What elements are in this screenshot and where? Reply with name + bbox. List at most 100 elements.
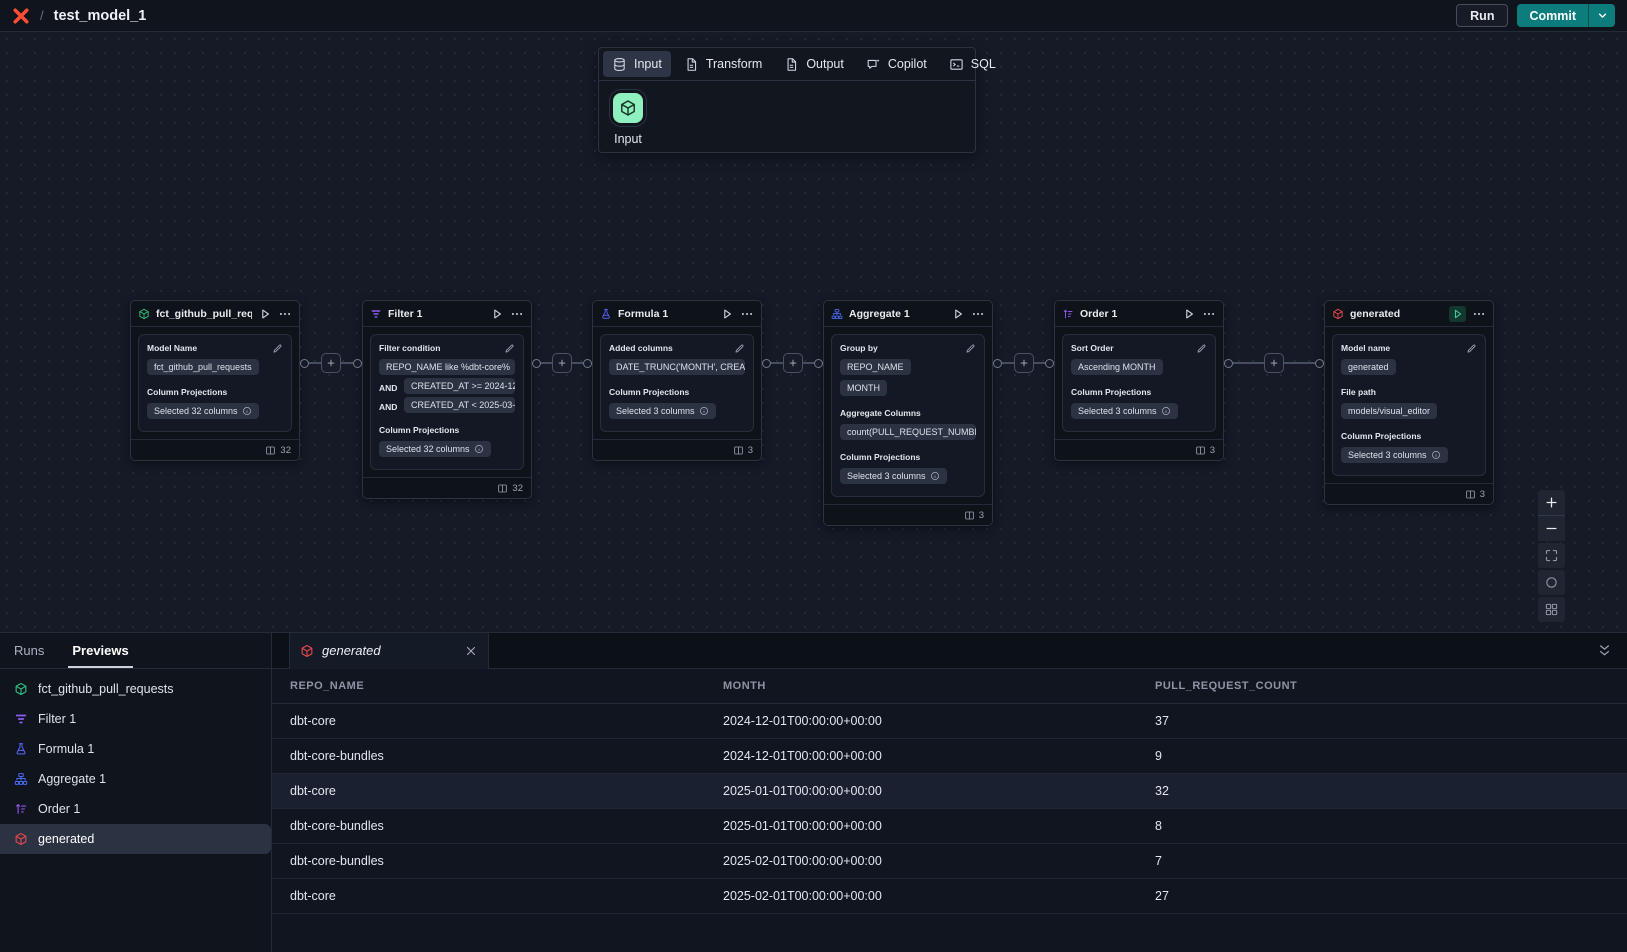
play-button[interactable] bbox=[720, 307, 734, 321]
node-header[interactable]: Order 1 bbox=[1055, 301, 1223, 327]
add-node-button[interactable] bbox=[1013, 353, 1034, 373]
sidebar-item-order-1[interactable]: Order 1 bbox=[0, 794, 271, 824]
sidebar-item-filter-1[interactable]: Filter 1 bbox=[0, 704, 271, 734]
tab-input[interactable]: Input bbox=[603, 51, 671, 77]
tab-previews[interactable]: Previews bbox=[68, 643, 134, 668]
collapse-panel-button[interactable] bbox=[1596, 642, 1613, 659]
fit-view-button[interactable] bbox=[1538, 543, 1565, 568]
tab-output[interactable]: Output bbox=[773, 48, 855, 80]
table-row[interactable]: dbt-core-bundles 2025-01-01T00:00:00+00:… bbox=[272, 809, 1627, 844]
preview-tab-generated[interactable]: generated bbox=[289, 632, 489, 669]
play-button[interactable] bbox=[1182, 307, 1196, 321]
value-chip[interactable]: Ascending MONTH bbox=[1071, 359, 1163, 375]
value-chip[interactable]: REPO_NAME bbox=[840, 359, 911, 375]
add-node-button[interactable] bbox=[1264, 353, 1284, 373]
tab-label: Copilot bbox=[887, 57, 927, 71]
run-button[interactable]: Run bbox=[1456, 4, 1509, 27]
input-port[interactable] bbox=[1315, 358, 1324, 368]
columns-chip[interactable]: Selected 3 columns bbox=[609, 403, 716, 419]
play-button[interactable] bbox=[490, 307, 504, 321]
column-header[interactable]: PULL_REQUEST_COUNT bbox=[1155, 680, 1298, 692]
value-chip[interactable]: fct_github_pull_requests bbox=[147, 359, 259, 375]
more-menu-button[interactable] bbox=[510, 307, 524, 321]
more-menu-button[interactable] bbox=[971, 307, 985, 321]
value-chip[interactable]: CREATED_AT < 2025-03-01 bbox=[404, 397, 515, 413]
value-chip[interactable]: generated bbox=[1341, 359, 1396, 375]
output-port[interactable] bbox=[993, 358, 1002, 368]
input-port[interactable] bbox=[353, 358, 362, 368]
sidebar-item-formula-1[interactable]: Formula 1 bbox=[0, 734, 271, 764]
value-chip[interactable]: models/visual_editor bbox=[1341, 403, 1438, 419]
input-port[interactable] bbox=[583, 358, 592, 368]
tab-copilot[interactable]: Copilot bbox=[855, 48, 938, 80]
output-port[interactable] bbox=[762, 358, 771, 368]
input-port[interactable] bbox=[814, 358, 823, 368]
dag-canvas[interactable]: Input Transform Output Copilot bbox=[0, 32, 1627, 632]
node-header[interactable]: Aggregate 1 bbox=[824, 301, 992, 327]
close-icon[interactable] bbox=[464, 644, 478, 658]
commit-dropdown-button[interactable] bbox=[1588, 4, 1615, 27]
zoom-in-button[interactable] bbox=[1538, 490, 1565, 515]
node-header[interactable]: Formula 1 bbox=[593, 301, 761, 327]
palette-item-input[interactable]: Input bbox=[609, 89, 647, 152]
edit-icon[interactable] bbox=[272, 343, 283, 354]
columns-chip[interactable]: Selected 32 columns bbox=[147, 403, 259, 419]
toggle-interactivity-button[interactable] bbox=[1538, 570, 1565, 595]
tab-transform[interactable]: Transform bbox=[673, 48, 774, 80]
minimap-button[interactable] bbox=[1538, 597, 1565, 622]
table-row[interactable]: dbt-core-bundles 2024-12-01T00:00:00+00:… bbox=[272, 739, 1627, 774]
input-port[interactable] bbox=[1045, 358, 1054, 368]
more-menu-button[interactable] bbox=[1202, 307, 1216, 321]
node-fct-github-pull-requests[interactable]: fct_github_pull_requests Model Name fct_… bbox=[130, 300, 300, 461]
column-header[interactable]: REPO_NAME bbox=[290, 680, 365, 692]
edit-icon[interactable] bbox=[504, 343, 515, 354]
node-filter-1[interactable]: Filter 1 Filter condition REPO_NAME like… bbox=[362, 300, 532, 499]
output-port[interactable] bbox=[532, 358, 541, 368]
add-node-button[interactable] bbox=[552, 353, 572, 373]
tab-runs[interactable]: Runs bbox=[14, 643, 45, 658]
column-header[interactable]: MONTH bbox=[723, 680, 766, 692]
table-row[interactable]: dbt-core 2025-02-01T00:00:00+00:00 27 bbox=[272, 879, 1627, 914]
play-button[interactable] bbox=[258, 307, 272, 321]
table-row[interactable]: dbt-core-bundles 2025-02-01T00:00:00+00:… bbox=[272, 844, 1627, 879]
node-order-1[interactable]: Order 1 Sort Order Ascending MONTH Colum… bbox=[1054, 300, 1224, 461]
node-header[interactable]: generated bbox=[1325, 301, 1493, 327]
value-chip[interactable]: CREATED_AT >= 2024-12-01 bbox=[404, 378, 515, 394]
value-chip[interactable]: MONTH bbox=[840, 380, 887, 396]
copilot-icon bbox=[866, 57, 881, 72]
node-header[interactable]: Filter 1 bbox=[363, 301, 531, 327]
node-aggregate-1[interactable]: Aggregate 1 Group by REPO_NAME MONTH Agg… bbox=[823, 300, 993, 526]
edit-icon[interactable] bbox=[734, 343, 745, 354]
columns-chip[interactable]: Selected 32 columns bbox=[379, 441, 491, 457]
add-node-button[interactable] bbox=[321, 353, 341, 373]
zoom-out-button[interactable] bbox=[1538, 516, 1565, 541]
output-port[interactable] bbox=[1224, 358, 1233, 368]
edit-icon[interactable] bbox=[1196, 343, 1207, 354]
more-menu-button[interactable] bbox=[1472, 307, 1486, 321]
value-chip[interactable]: count(PULL_REQUEST_NUMBER) as ... bbox=[840, 424, 976, 440]
value-chip[interactable]: REPO_NAME like %dbt-core% bbox=[379, 359, 515, 375]
play-button[interactable] bbox=[951, 307, 965, 321]
columns-chip[interactable]: Selected 3 columns bbox=[1341, 447, 1448, 463]
node-header[interactable]: fct_github_pull_requests bbox=[131, 301, 299, 327]
more-menu-button[interactable] bbox=[740, 307, 754, 321]
more-menu-button[interactable] bbox=[278, 307, 292, 321]
node-formula-1[interactable]: Formula 1 Added columns DATE_TRUNC('MONT… bbox=[592, 300, 762, 461]
columns-chip[interactable]: Selected 3 columns bbox=[1071, 403, 1178, 419]
output-port[interactable] bbox=[300, 358, 309, 368]
input-tile[interactable] bbox=[609, 89, 647, 127]
tab-sql[interactable]: SQL bbox=[938, 48, 1007, 80]
edit-icon[interactable] bbox=[965, 343, 976, 354]
node-generated[interactable]: generated Model name generated File path… bbox=[1324, 300, 1494, 505]
sidebar-item-aggregate-1[interactable]: Aggregate 1 bbox=[0, 764, 271, 794]
table-row[interactable]: dbt-core 2025-01-01T00:00:00+00:00 32 bbox=[272, 774, 1627, 809]
columns-chip[interactable]: Selected 3 columns bbox=[840, 468, 947, 484]
table-row[interactable]: dbt-core 2024-12-01T00:00:00+00:00 37 bbox=[272, 704, 1627, 739]
value-chip[interactable]: DATE_TRUNC('MONTH', CREATED_AT... bbox=[609, 359, 745, 375]
sidebar-item-fct-github-pull-requests[interactable]: fct_github_pull_requests bbox=[0, 674, 271, 704]
add-node-button[interactable] bbox=[782, 353, 803, 373]
sidebar-item-generated[interactable]: generated bbox=[0, 824, 271, 854]
edit-icon[interactable] bbox=[1466, 343, 1477, 354]
play-button[interactable] bbox=[1449, 305, 1466, 322]
commit-button[interactable]: Commit bbox=[1517, 4, 1588, 27]
